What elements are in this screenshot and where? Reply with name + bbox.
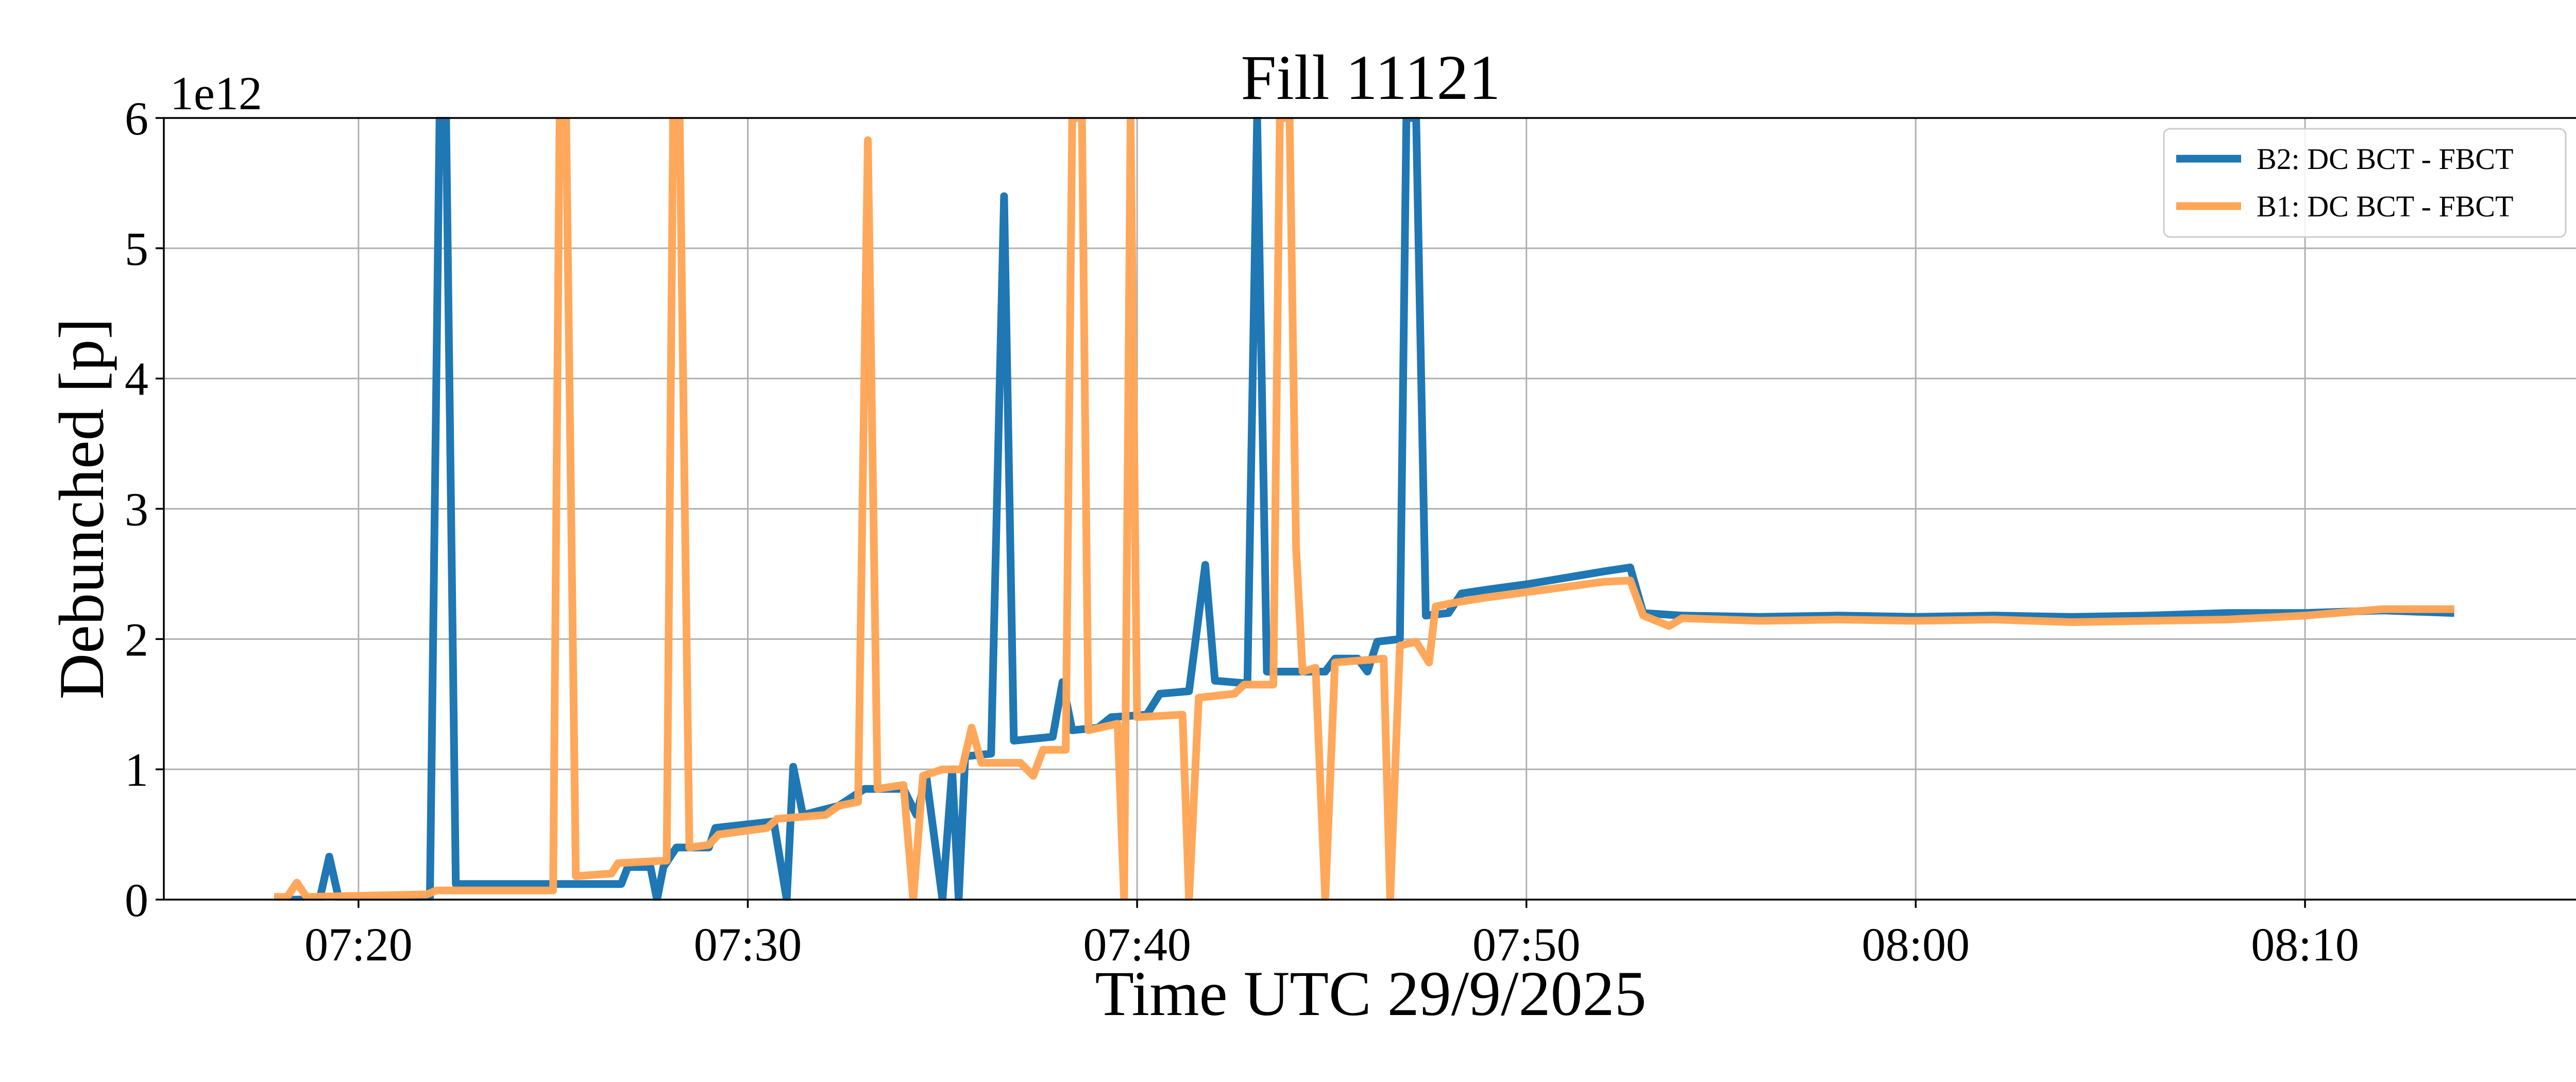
legend-box xyxy=(2163,128,2567,238)
x-axis-label: Time UTC 29/9/2025 xyxy=(1095,958,1646,1029)
y-tick-label: 1 xyxy=(125,743,148,796)
y-tick-label: 0 xyxy=(125,874,148,926)
x-tick-label: 07:50 xyxy=(1472,918,1581,971)
x-tick-label: 07:30 xyxy=(694,918,802,971)
y-tick-label: 4 xyxy=(125,353,148,405)
series-line-1 xyxy=(274,117,2454,901)
y-offset-label: 1e12 xyxy=(170,67,262,120)
chart-title: Fill 11121 xyxy=(1241,42,1500,113)
x-tick-label: 07:40 xyxy=(1083,918,1191,971)
x-tick-label: 08:00 xyxy=(1862,918,1970,971)
y-axis-label: Debunched [p] xyxy=(46,318,117,699)
x-tick-label: 08:10 xyxy=(2251,918,2359,971)
legend-label: B1: DC BCT - FBCT xyxy=(2257,190,2514,223)
y-tick-label: 2 xyxy=(125,613,148,666)
y-tick-label: 3 xyxy=(125,483,148,536)
legend: B2: DC BCT - FBCT B1: DC BCT - FBCT xyxy=(2163,128,2567,238)
y-tick-label: 5 xyxy=(125,223,148,275)
axis-ticks: 07:20 07:30 07:40 07:50 08:00 08:10 0 1 2 3 4 5 6 xyxy=(125,92,2359,971)
legend-label: B2: DC BCT - FBCT xyxy=(2257,142,2514,176)
x-tick-label: 07:20 xyxy=(304,918,413,971)
y-tick-label: 6 xyxy=(125,92,148,145)
